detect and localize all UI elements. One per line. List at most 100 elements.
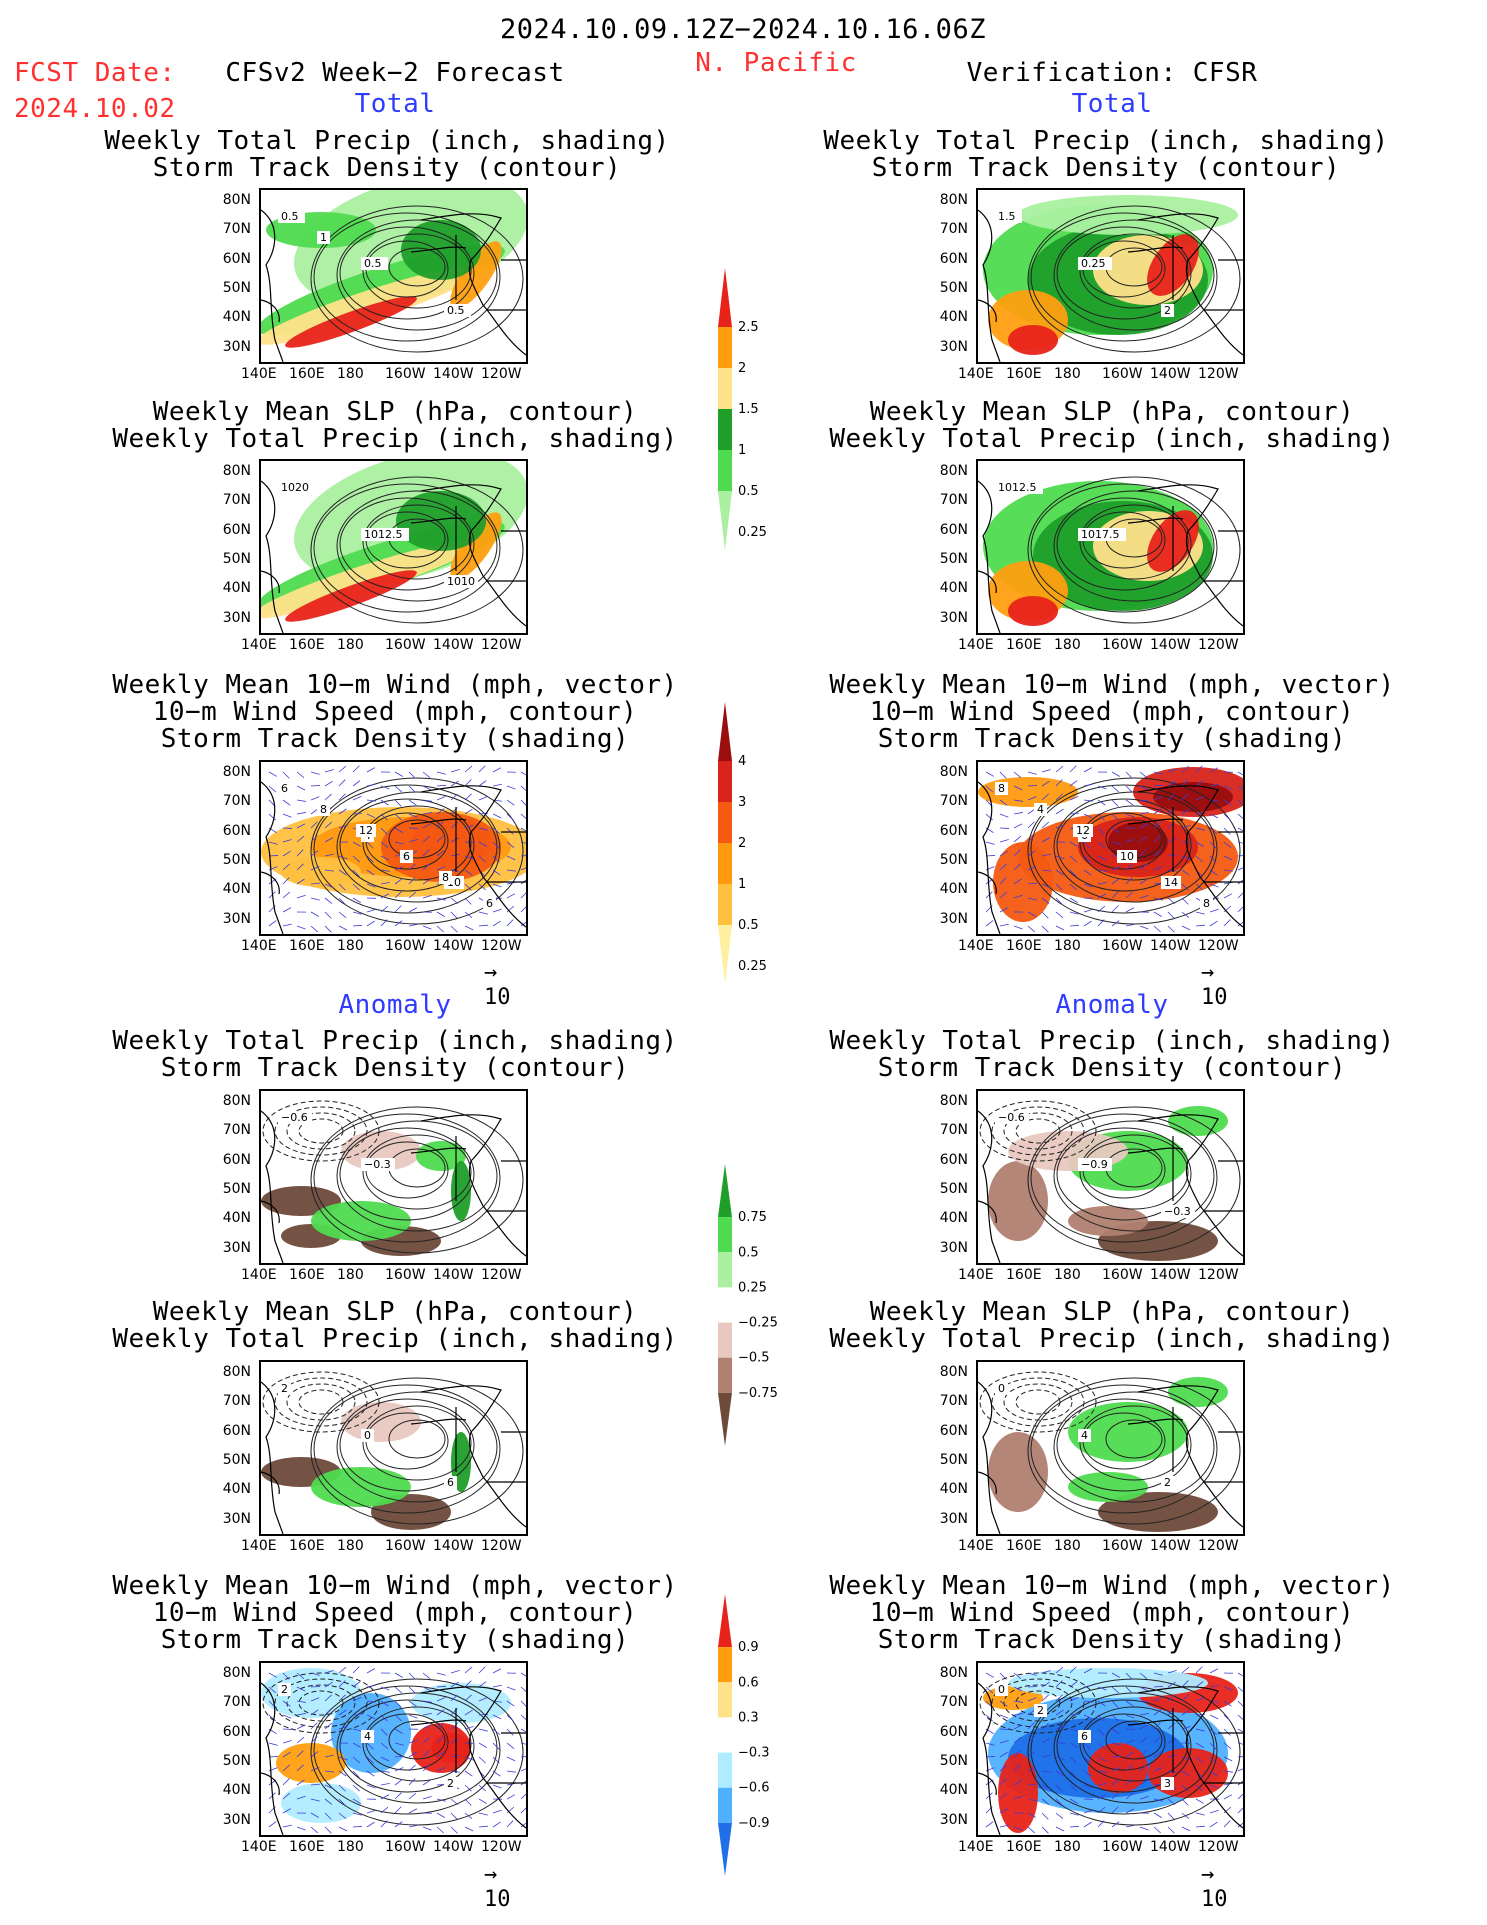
- contour-label: 0: [998, 1683, 1005, 1696]
- lon-label: 160W: [1102, 637, 1143, 653]
- lat-label: 30N: [939, 1510, 968, 1527]
- contour-label: 8: [1203, 897, 1210, 910]
- lat-label: 80N: [939, 764, 968, 780]
- lat-label: 50N: [222, 1180, 251, 1197]
- contour-label: 6: [447, 1476, 454, 1489]
- lat-label: 60N: [222, 822, 251, 839]
- lat-label: 40N: [222, 580, 251, 597]
- lon-label: 140E: [958, 637, 994, 653]
- lat-label: 40N: [939, 580, 968, 597]
- contour-label: 6: [281, 782, 288, 795]
- lat-label: 30N: [222, 1811, 251, 1828]
- lon-label: 180: [1054, 1267, 1081, 1283]
- contour-label: −0.6: [998, 1111, 1025, 1124]
- shading-region: [396, 491, 486, 551]
- contour-label: 4: [1037, 803, 1044, 816]
- lon-label: 140E: [958, 366, 994, 382]
- lat-label: 60N: [222, 1422, 251, 1439]
- map-canvas: 1020 1012.5 1010: [259, 459, 528, 635]
- lon-label: 180: [337, 637, 364, 653]
- anomaly-region: [988, 1432, 1048, 1512]
- lat-label: 80N: [939, 1364, 968, 1380]
- lon-label: 160W: [1102, 1839, 1143, 1855]
- lon-label: 140E: [241, 1267, 277, 1283]
- shading-region: [1153, 782, 1233, 812]
- lat-label: 70N: [222, 221, 251, 238]
- lat-label: 80N: [939, 463, 968, 479]
- colorbar-graphic: 0.75 0.5 0.25 −0.25 −0.5 −0.75: [718, 1164, 778, 1446]
- colorbar-segment: [718, 702, 732, 761]
- lat-label: 70N: [222, 1122, 251, 1139]
- lon-label: 140E: [958, 1267, 994, 1283]
- title-l1: Weekly Total Precip (inch, shading) Stor…: [104, 126, 670, 183]
- lon-label: 160E: [289, 938, 325, 954]
- colorbar-segment: [718, 802, 732, 843]
- lon-label: 140W: [433, 1839, 474, 1855]
- lat-label: 30N: [939, 338, 968, 355]
- vector-ref-r6: → 10: [1201, 1862, 1228, 1912]
- lat-label: 30N: [939, 910, 968, 927]
- anomaly-region: [411, 1683, 511, 1723]
- lon-label: 160E: [1006, 938, 1042, 954]
- lat-label: 50N: [939, 851, 968, 868]
- contour-label: 1010: [447, 575, 475, 588]
- contour-label: 1: [320, 231, 327, 244]
- map-canvas: 0.5 0.5 0.5 1: [259, 188, 528, 364]
- lat-label: 50N: [939, 1752, 968, 1769]
- anomaly-region: [431, 1733, 471, 1763]
- contour-label: 8: [998, 782, 1005, 795]
- lat-label: 40N: [222, 1210, 251, 1227]
- lat-label: 40N: [939, 1210, 968, 1227]
- lon-label: 160W: [385, 637, 426, 653]
- lat-label: 30N: [222, 1239, 251, 1256]
- contour-label: 1012.5: [998, 481, 1037, 494]
- lat-label: 70N: [939, 793, 968, 810]
- title-r6: Weekly Mean 10−m Wind (mph, vector) 10−m…: [829, 1571, 1395, 1655]
- contour-label: 4: [364, 1730, 371, 1743]
- lat-label: 80N: [222, 463, 251, 479]
- lon-label: 140E: [241, 1538, 277, 1554]
- lon-label: 140W: [433, 1267, 474, 1283]
- colorbar-segment: [718, 1717, 732, 1753]
- shading-region: [261, 539, 481, 619]
- contour-label: 12: [1076, 824, 1090, 837]
- lon-label: 180: [1054, 1839, 1081, 1855]
- shading-region: [978, 777, 1078, 807]
- lon-label: 160W: [1102, 1267, 1143, 1283]
- lon-label: 140E: [958, 1839, 994, 1855]
- colorbar-segment: [718, 1594, 732, 1648]
- fcst-date-label: FCST Date:: [14, 58, 176, 88]
- colorbar-segment: [718, 1787, 732, 1823]
- colorbar-label: 2: [738, 361, 746, 376]
- lon-label: 120W: [1198, 938, 1239, 954]
- lat-label: 60N: [939, 521, 968, 538]
- colorbar-segment: [718, 368, 732, 409]
- colorbar-label: 1: [738, 877, 746, 892]
- lat-label: 40N: [939, 309, 968, 326]
- lat-label: 30N: [939, 1811, 968, 1828]
- lon-label: 180: [1054, 366, 1081, 382]
- contour-label: 2: [1164, 1476, 1171, 1489]
- map-canvas: 6410866128: [259, 760, 528, 936]
- colorbar-label: 2.5: [738, 320, 759, 335]
- contour-label: 1017.5: [1081, 528, 1120, 541]
- colorbar-segment: [718, 1682, 732, 1718]
- lat-label: 80N: [222, 1364, 251, 1380]
- colorbar-label: 0.5: [738, 484, 759, 499]
- colorbar-label: −0.75: [738, 1386, 778, 1401]
- title-l4: Weekly Total Precip (inch, shading) Stor…: [112, 1026, 678, 1083]
- colorbar-segment: [718, 761, 732, 802]
- lon-label: 140W: [433, 366, 474, 382]
- vector-ref-l3: → 10: [484, 960, 511, 1010]
- colorbar-label: 1: [738, 443, 746, 458]
- lon-label: 160E: [289, 1839, 325, 1855]
- lon-label: 140W: [433, 637, 474, 653]
- title-r4: Weekly Total Precip (inch, shading) Stor…: [829, 1026, 1395, 1083]
- lon-label: 180: [337, 1267, 364, 1283]
- contour-label: −0.3: [364, 1158, 391, 1171]
- lat-label: 80N: [222, 1093, 251, 1109]
- contour-label: 1012.5: [364, 528, 403, 541]
- contour-label: 2: [1164, 304, 1171, 317]
- contour-label: 0: [364, 1429, 371, 1442]
- lat-label: 50N: [222, 1451, 251, 1468]
